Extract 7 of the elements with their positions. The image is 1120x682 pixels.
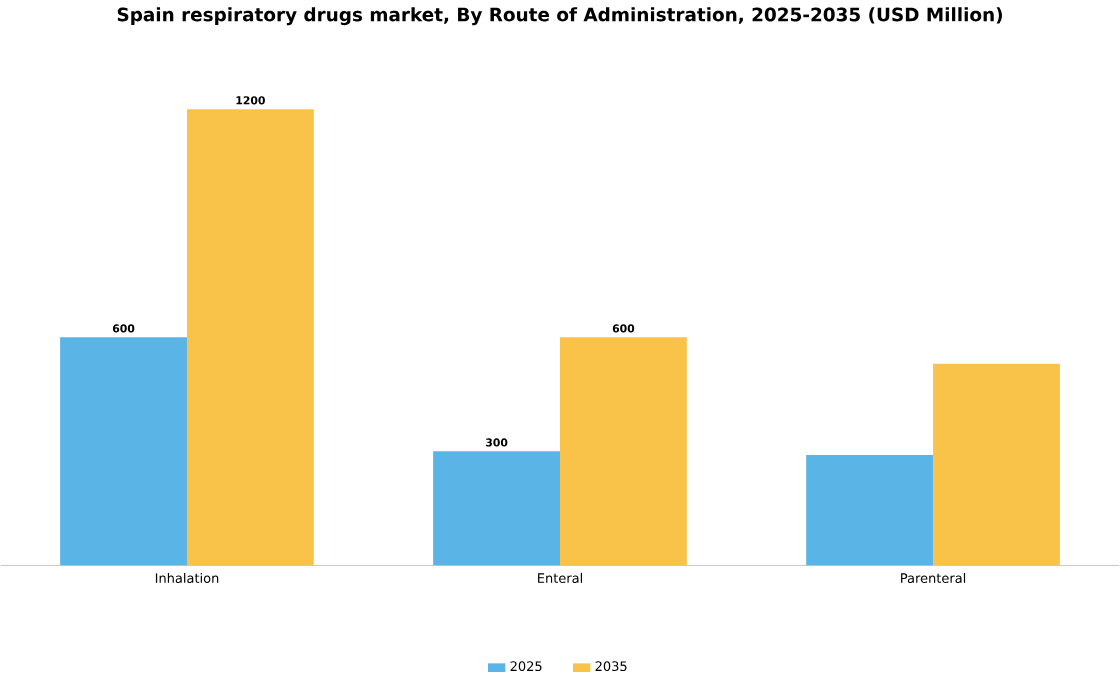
bar <box>433 450 560 565</box>
bar <box>806 454 934 565</box>
bar <box>933 363 1060 565</box>
bar <box>186 108 314 565</box>
bar <box>560 336 687 565</box>
chart-title: Spain respiratory drugs market, By Route of Administration, 2025-2035 (USD Million) <box>117 6 1002 25</box>
bar <box>60 336 187 565</box>
